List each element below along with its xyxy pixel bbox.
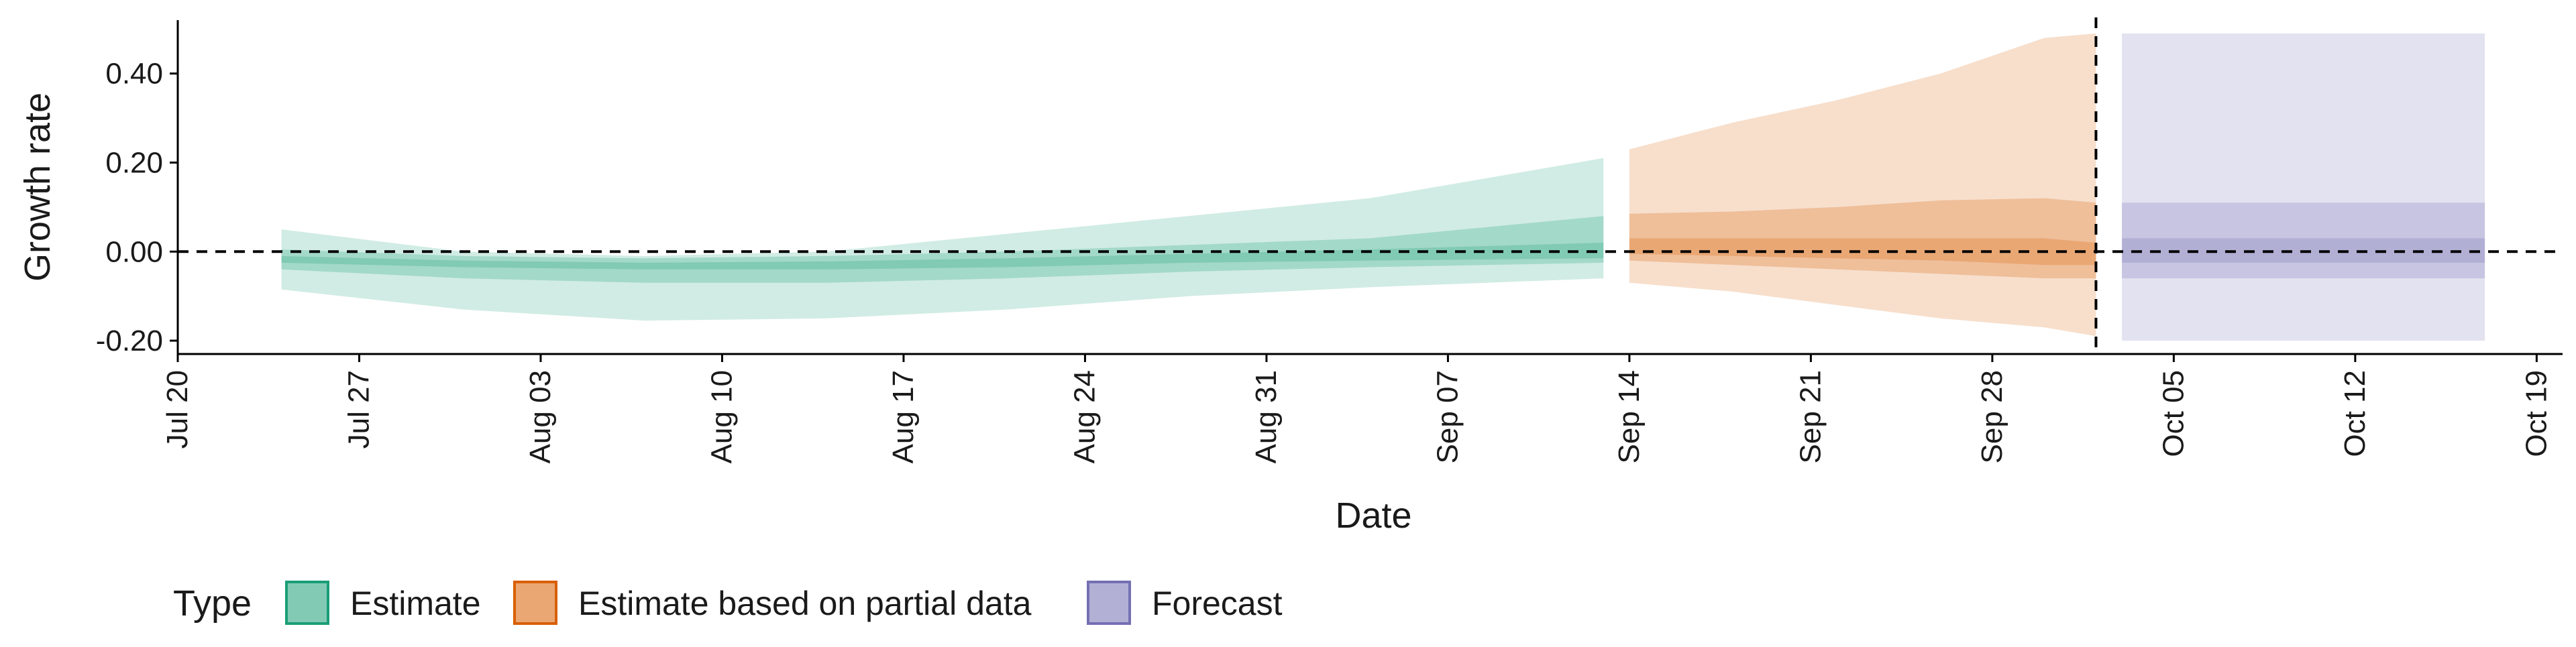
estimate-band-90 <box>281 158 1604 321</box>
x-tick-label: Sep 21 <box>1794 370 1827 463</box>
x-tick-label: Aug 31 <box>1250 370 1283 463</box>
x-tick-label: Aug 17 <box>887 370 920 463</box>
legend-key-swatch <box>513 581 557 625</box>
y-axis-title: Growth rate <box>17 93 58 282</box>
x-tick-label: Sep 14 <box>1613 370 1646 463</box>
legend-title: Type <box>173 583 252 624</box>
estimate-band-20 <box>281 243 1604 270</box>
axes-layer: -0.20 0.00 0.20 0.40 Jul 20 Jul 27 Aug 03 Aug 1… <box>96 20 2563 463</box>
legend-key-swatch <box>285 581 329 625</box>
legend-item-label: Forecast <box>1152 585 1283 622</box>
reference-lines <box>178 17 2563 354</box>
x-tick-label: Aug 24 <box>1068 370 1101 463</box>
x-tick-label: Jul 20 <box>161 370 194 449</box>
x-tick-label: Oct 12 <box>2339 370 2371 457</box>
legend-item-label: Estimate based on partial data <box>578 585 1032 622</box>
legend: Type Estimate Estimate based on partial da… <box>173 581 1283 625</box>
partial-band-20 <box>1629 238 2096 266</box>
x-tick-label: Sep 07 <box>1431 370 1464 463</box>
x-tick-label: Sep 28 <box>1976 370 2008 463</box>
forecast-band-50 <box>2122 202 2485 279</box>
y-tick-label: 0.00 <box>105 235 163 268</box>
band-layer <box>281 33 2485 341</box>
x-tick-label: Oct 19 <box>2520 370 2553 457</box>
x-tick-label: Aug 03 <box>524 370 557 463</box>
x-tick-label: Jul 27 <box>342 370 375 449</box>
x-tick-label: Oct 05 <box>2157 370 2190 457</box>
axis-labels: Date Growth rate <box>17 93 1412 536</box>
forecast-band-90 <box>2122 33 2485 341</box>
legend-item-label: Estimate <box>350 585 481 622</box>
partial-band-90 <box>1629 33 2096 337</box>
x-tick-label: Aug 10 <box>705 370 738 463</box>
x-axis-title: Date <box>1335 495 1411 536</box>
y-tick-label: 0.20 <box>105 146 163 179</box>
y-tick-label: -0.20 <box>96 325 163 357</box>
y-tick-label: 0.40 <box>105 58 163 91</box>
legend-key-swatch <box>1087 581 1131 625</box>
partial-band-50 <box>1629 198 2096 279</box>
estimate-band-50 <box>281 216 1604 283</box>
